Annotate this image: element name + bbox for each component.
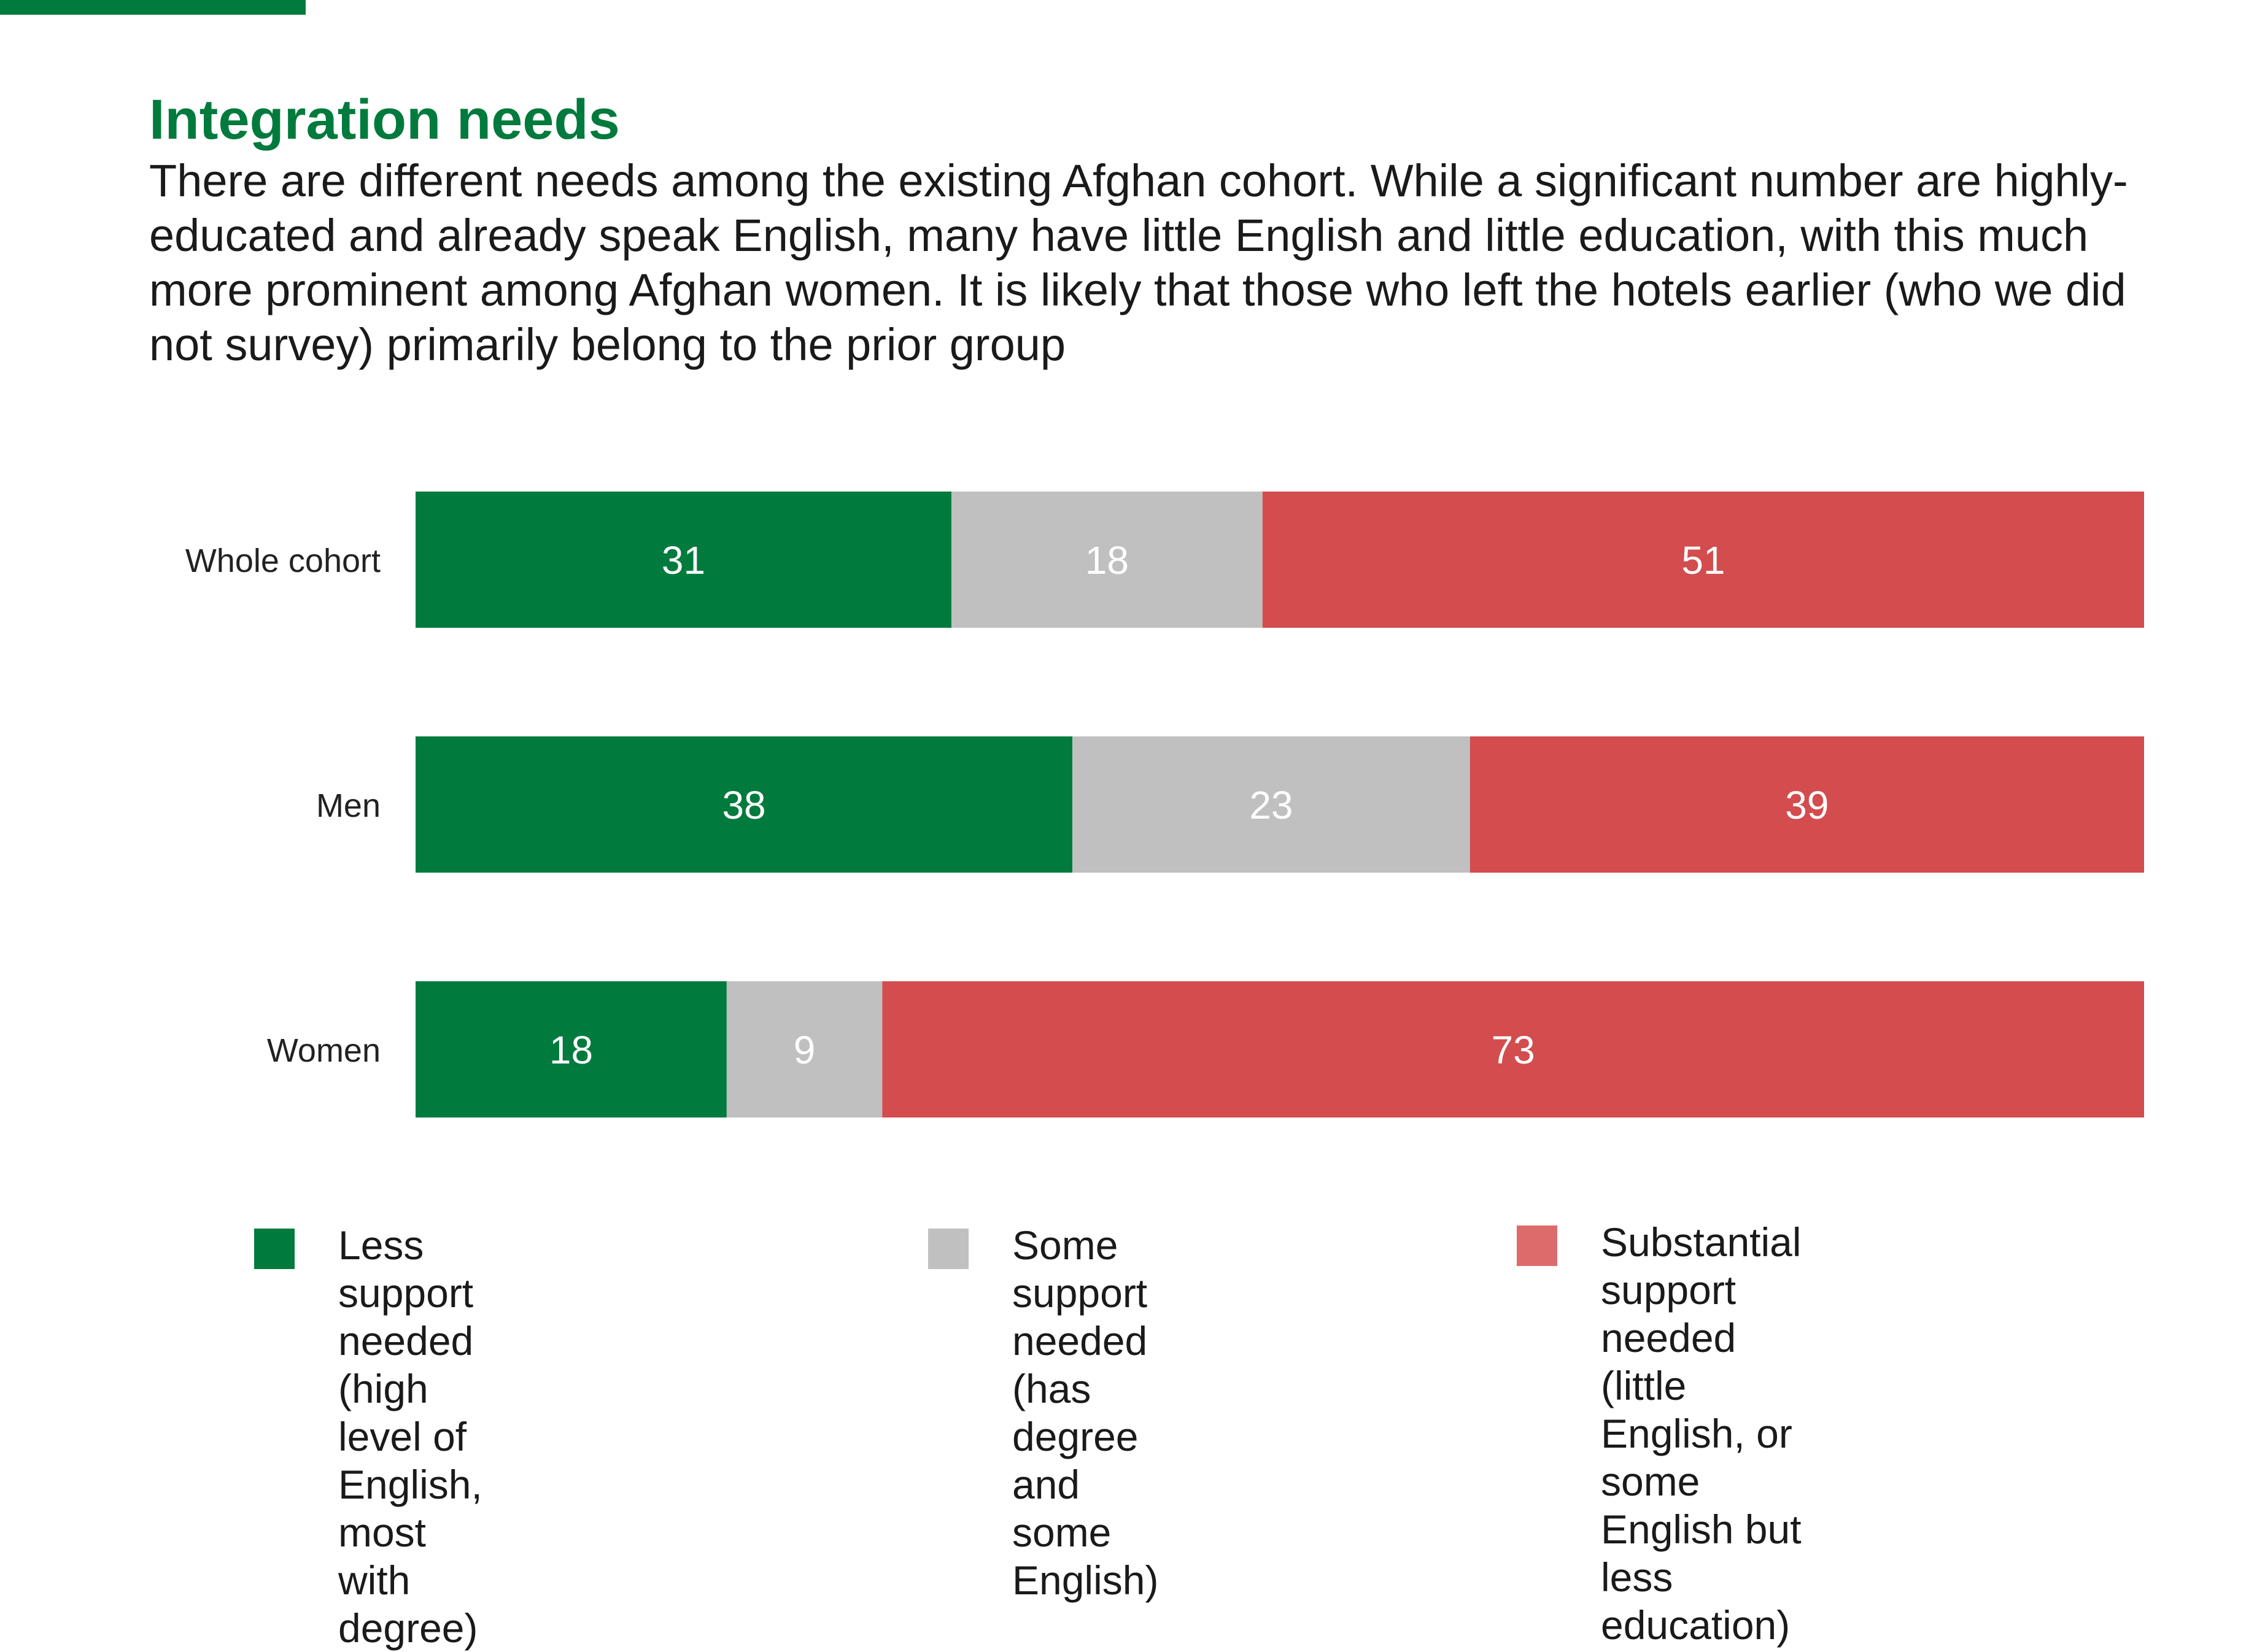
stacked-bar-chart: Whole cohort 31 18 51 Men 38 23 39 Women 18 9 73 [185, 492, 2145, 1117]
legend-swatch-substantial [1517, 1225, 1557, 1266]
data-label: 51 [1681, 538, 1725, 582]
top-accent-rule [0, 0, 306, 15]
data-label: 31 [662, 538, 705, 582]
data-label: 38 [722, 783, 765, 827]
legend-label-less: Less support needed (high level of Engli… [338, 1222, 482, 1651]
legend-label-substantial: Substantial support needed (little Engli… [1601, 1219, 1802, 1648]
category-label: Men [316, 787, 381, 824]
data-label: 18 [549, 1028, 593, 1072]
category-label: Women [267, 1032, 381, 1069]
bar-segment-less [416, 736, 1073, 873]
bar-segment-substantial [1262, 492, 2144, 628]
data-label: 9 [794, 1028, 816, 1072]
bar-segment-substantial [1469, 736, 2144, 873]
bar-segment-substantial [882, 981, 2145, 1117]
data-label: 73 [1492, 1028, 1535, 1072]
data-label: 18 [1085, 538, 1129, 582]
bar-segment-less [416, 981, 727, 1117]
category-label: Whole cohort [185, 542, 381, 579]
legend-swatch-less [254, 1229, 295, 1269]
bar-segment-some [951, 492, 1263, 628]
bar-segment-some [726, 981, 883, 1117]
chart-title: Integration needs [149, 88, 620, 151]
legend-label-some: Some support needed (has degree and some… [1012, 1222, 1159, 1603]
chart-subtitle: There are different needs among the exis… [149, 155, 2128, 370]
bar-segment-some [1072, 736, 1470, 873]
legend-swatch-some [928, 1229, 969, 1269]
bar-segment-less [416, 492, 951, 628]
data-label: 39 [1785, 783, 1829, 827]
data-label: 23 [1249, 783, 1293, 827]
